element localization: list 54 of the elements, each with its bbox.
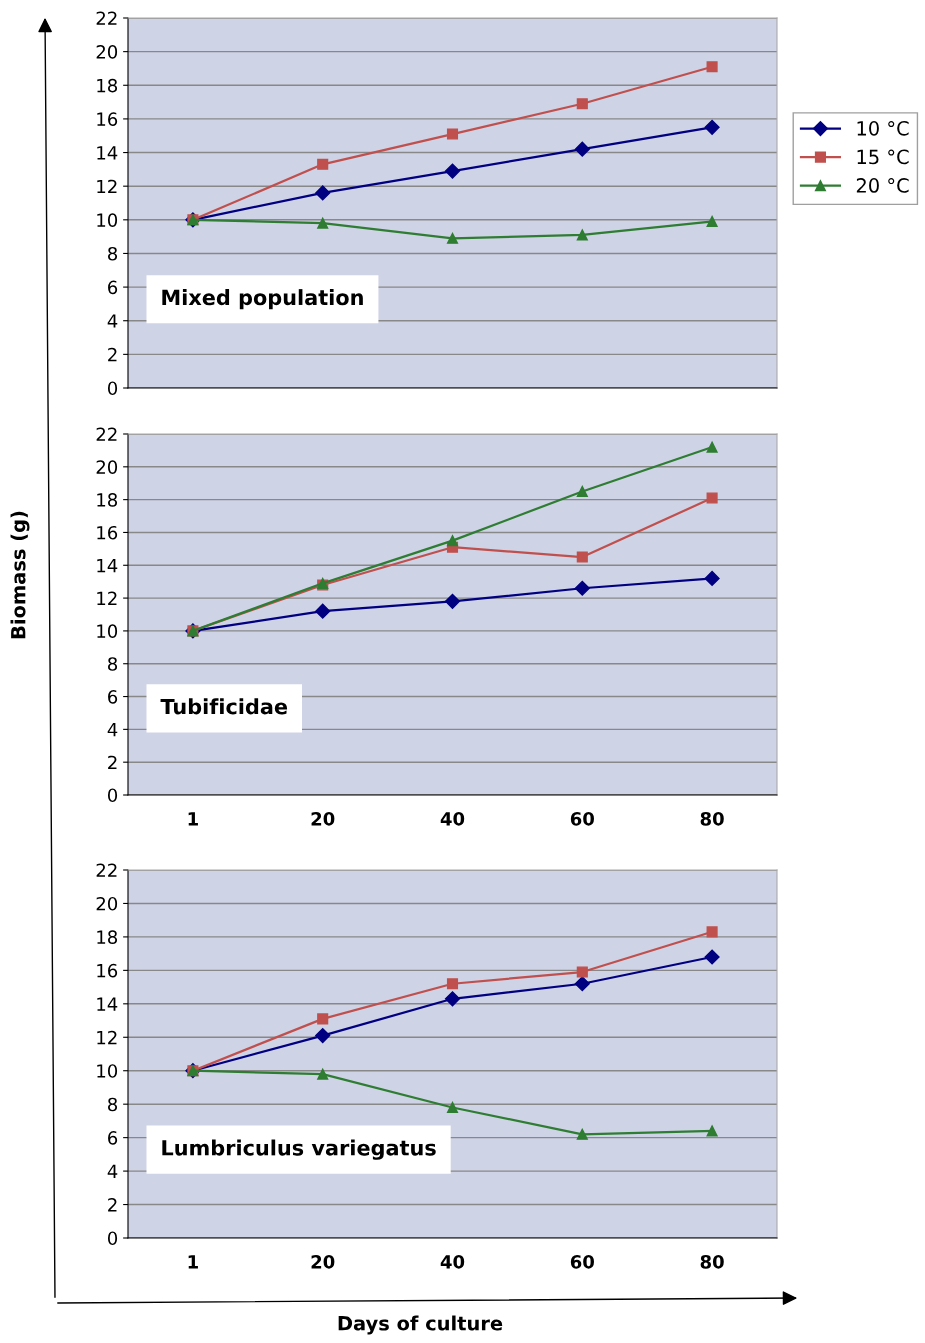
y-tick-label: 14 xyxy=(97,146,118,160)
x-tick-label: 40 xyxy=(440,811,465,826)
y-tick-label: 18 xyxy=(97,930,118,945)
y-tick-label: 20 xyxy=(96,45,118,59)
y-tick-label: 16 xyxy=(97,525,118,540)
x-tick-label: 80 xyxy=(700,811,724,826)
y-tick-label: 8 xyxy=(108,1097,118,1112)
y-tick-label: 12 xyxy=(97,591,117,605)
legend-label: 20 °C xyxy=(856,178,909,193)
legend-label: 10 °C xyxy=(857,120,909,136)
y-tick-label: 22 xyxy=(96,427,117,441)
y-tick-label: 18 xyxy=(97,493,118,507)
y-tick-label: 16 xyxy=(97,963,118,978)
y-tick-label: 6 xyxy=(108,280,118,295)
x-tick-label: 60 xyxy=(570,1254,594,1269)
y-tick-label: 12 xyxy=(97,179,117,194)
y-tick-label: 0 xyxy=(107,788,118,803)
x-tick-label: 40 xyxy=(440,1254,465,1269)
y-axis-title: Biomass (g) xyxy=(10,511,30,639)
y-tick-label: 6 xyxy=(108,690,118,704)
x-tick-label: 1 xyxy=(188,1255,198,1269)
y-tick-label: 8 xyxy=(108,246,118,261)
text: Mixed population xyxy=(162,289,363,310)
x-tick-label: 60 xyxy=(570,811,594,826)
y-tick-label: 4 xyxy=(107,723,118,737)
y-tick-label: 10 xyxy=(97,213,118,227)
x-tick-label: 80 xyxy=(700,1254,724,1269)
y-tick-label: 14 xyxy=(97,997,118,1011)
y-tick-label: 2 xyxy=(108,755,117,770)
y-tick-label: 22 xyxy=(96,11,117,25)
y-tick-label: 16 xyxy=(97,112,118,127)
x-tick-label: 20 xyxy=(311,811,335,826)
y-tick-label: 14 xyxy=(97,558,118,573)
y-tick-label: 4 xyxy=(107,1164,118,1178)
y-tick-label: 12 xyxy=(97,1030,117,1045)
y-tick-label: 10 xyxy=(97,1064,118,1078)
y-tick-label: 8 xyxy=(108,657,118,671)
y-tick-label: 22 xyxy=(96,863,117,877)
text: Lumbriculus variegatus xyxy=(162,1139,436,1160)
y-tick-label: 6 xyxy=(108,1131,118,1145)
y-tick-label: 20 xyxy=(96,460,118,474)
text: Tubificidae xyxy=(160,698,288,715)
x-tick-label: 20 xyxy=(311,1254,335,1269)
y-tick-label: 20 xyxy=(96,896,118,911)
y-tick-label: 0 xyxy=(107,1231,118,1246)
x-axis-title: Days of culture xyxy=(338,1315,503,1335)
y-tick-label: 18 xyxy=(97,78,118,93)
y-tick-label: 4 xyxy=(107,314,118,328)
x-tick-label: 1 xyxy=(188,812,198,826)
legend-label: 15 °C xyxy=(857,149,909,165)
y-tick-label: 2 xyxy=(108,1198,117,1212)
y-tick-label: 2 xyxy=(108,347,117,362)
y-tick-label: 0 xyxy=(107,381,118,396)
y-tick-label: 10 xyxy=(97,624,118,639)
